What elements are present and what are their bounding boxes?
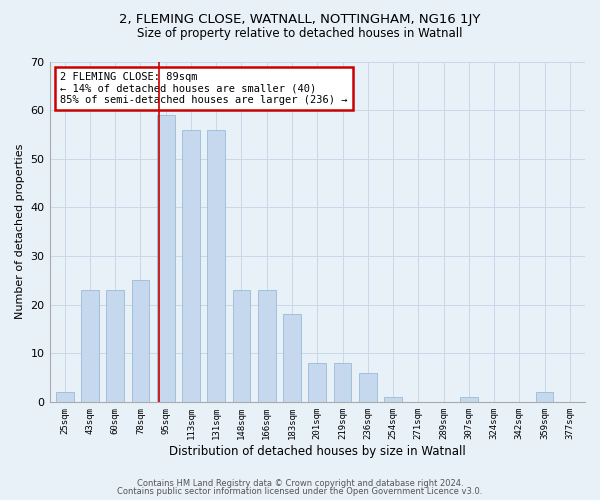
Bar — [384, 397, 402, 402]
Text: Contains public sector information licensed under the Open Government Licence v3: Contains public sector information licen… — [118, 487, 482, 496]
Bar — [81, 290, 99, 402]
Bar — [233, 290, 250, 402]
Bar — [460, 397, 478, 402]
Bar — [308, 363, 326, 402]
Bar — [258, 290, 275, 402]
Bar — [157, 115, 175, 402]
Bar — [182, 130, 200, 402]
Bar — [208, 130, 225, 402]
Text: 2 FLEMING CLOSE: 89sqm
← 14% of detached houses are smaller (40)
85% of semi-det: 2 FLEMING CLOSE: 89sqm ← 14% of detached… — [60, 72, 348, 105]
Bar — [283, 314, 301, 402]
Bar — [56, 392, 74, 402]
Bar — [131, 280, 149, 402]
Text: Contains HM Land Registry data © Crown copyright and database right 2024.: Contains HM Land Registry data © Crown c… — [137, 478, 463, 488]
Bar — [359, 372, 377, 402]
X-axis label: Distribution of detached houses by size in Watnall: Distribution of detached houses by size … — [169, 444, 466, 458]
Y-axis label: Number of detached properties: Number of detached properties — [15, 144, 25, 320]
Text: Size of property relative to detached houses in Watnall: Size of property relative to detached ho… — [137, 28, 463, 40]
Text: 2, FLEMING CLOSE, WATNALL, NOTTINGHAM, NG16 1JY: 2, FLEMING CLOSE, WATNALL, NOTTINGHAM, N… — [119, 12, 481, 26]
Bar — [334, 363, 352, 402]
Bar — [536, 392, 553, 402]
Bar — [106, 290, 124, 402]
